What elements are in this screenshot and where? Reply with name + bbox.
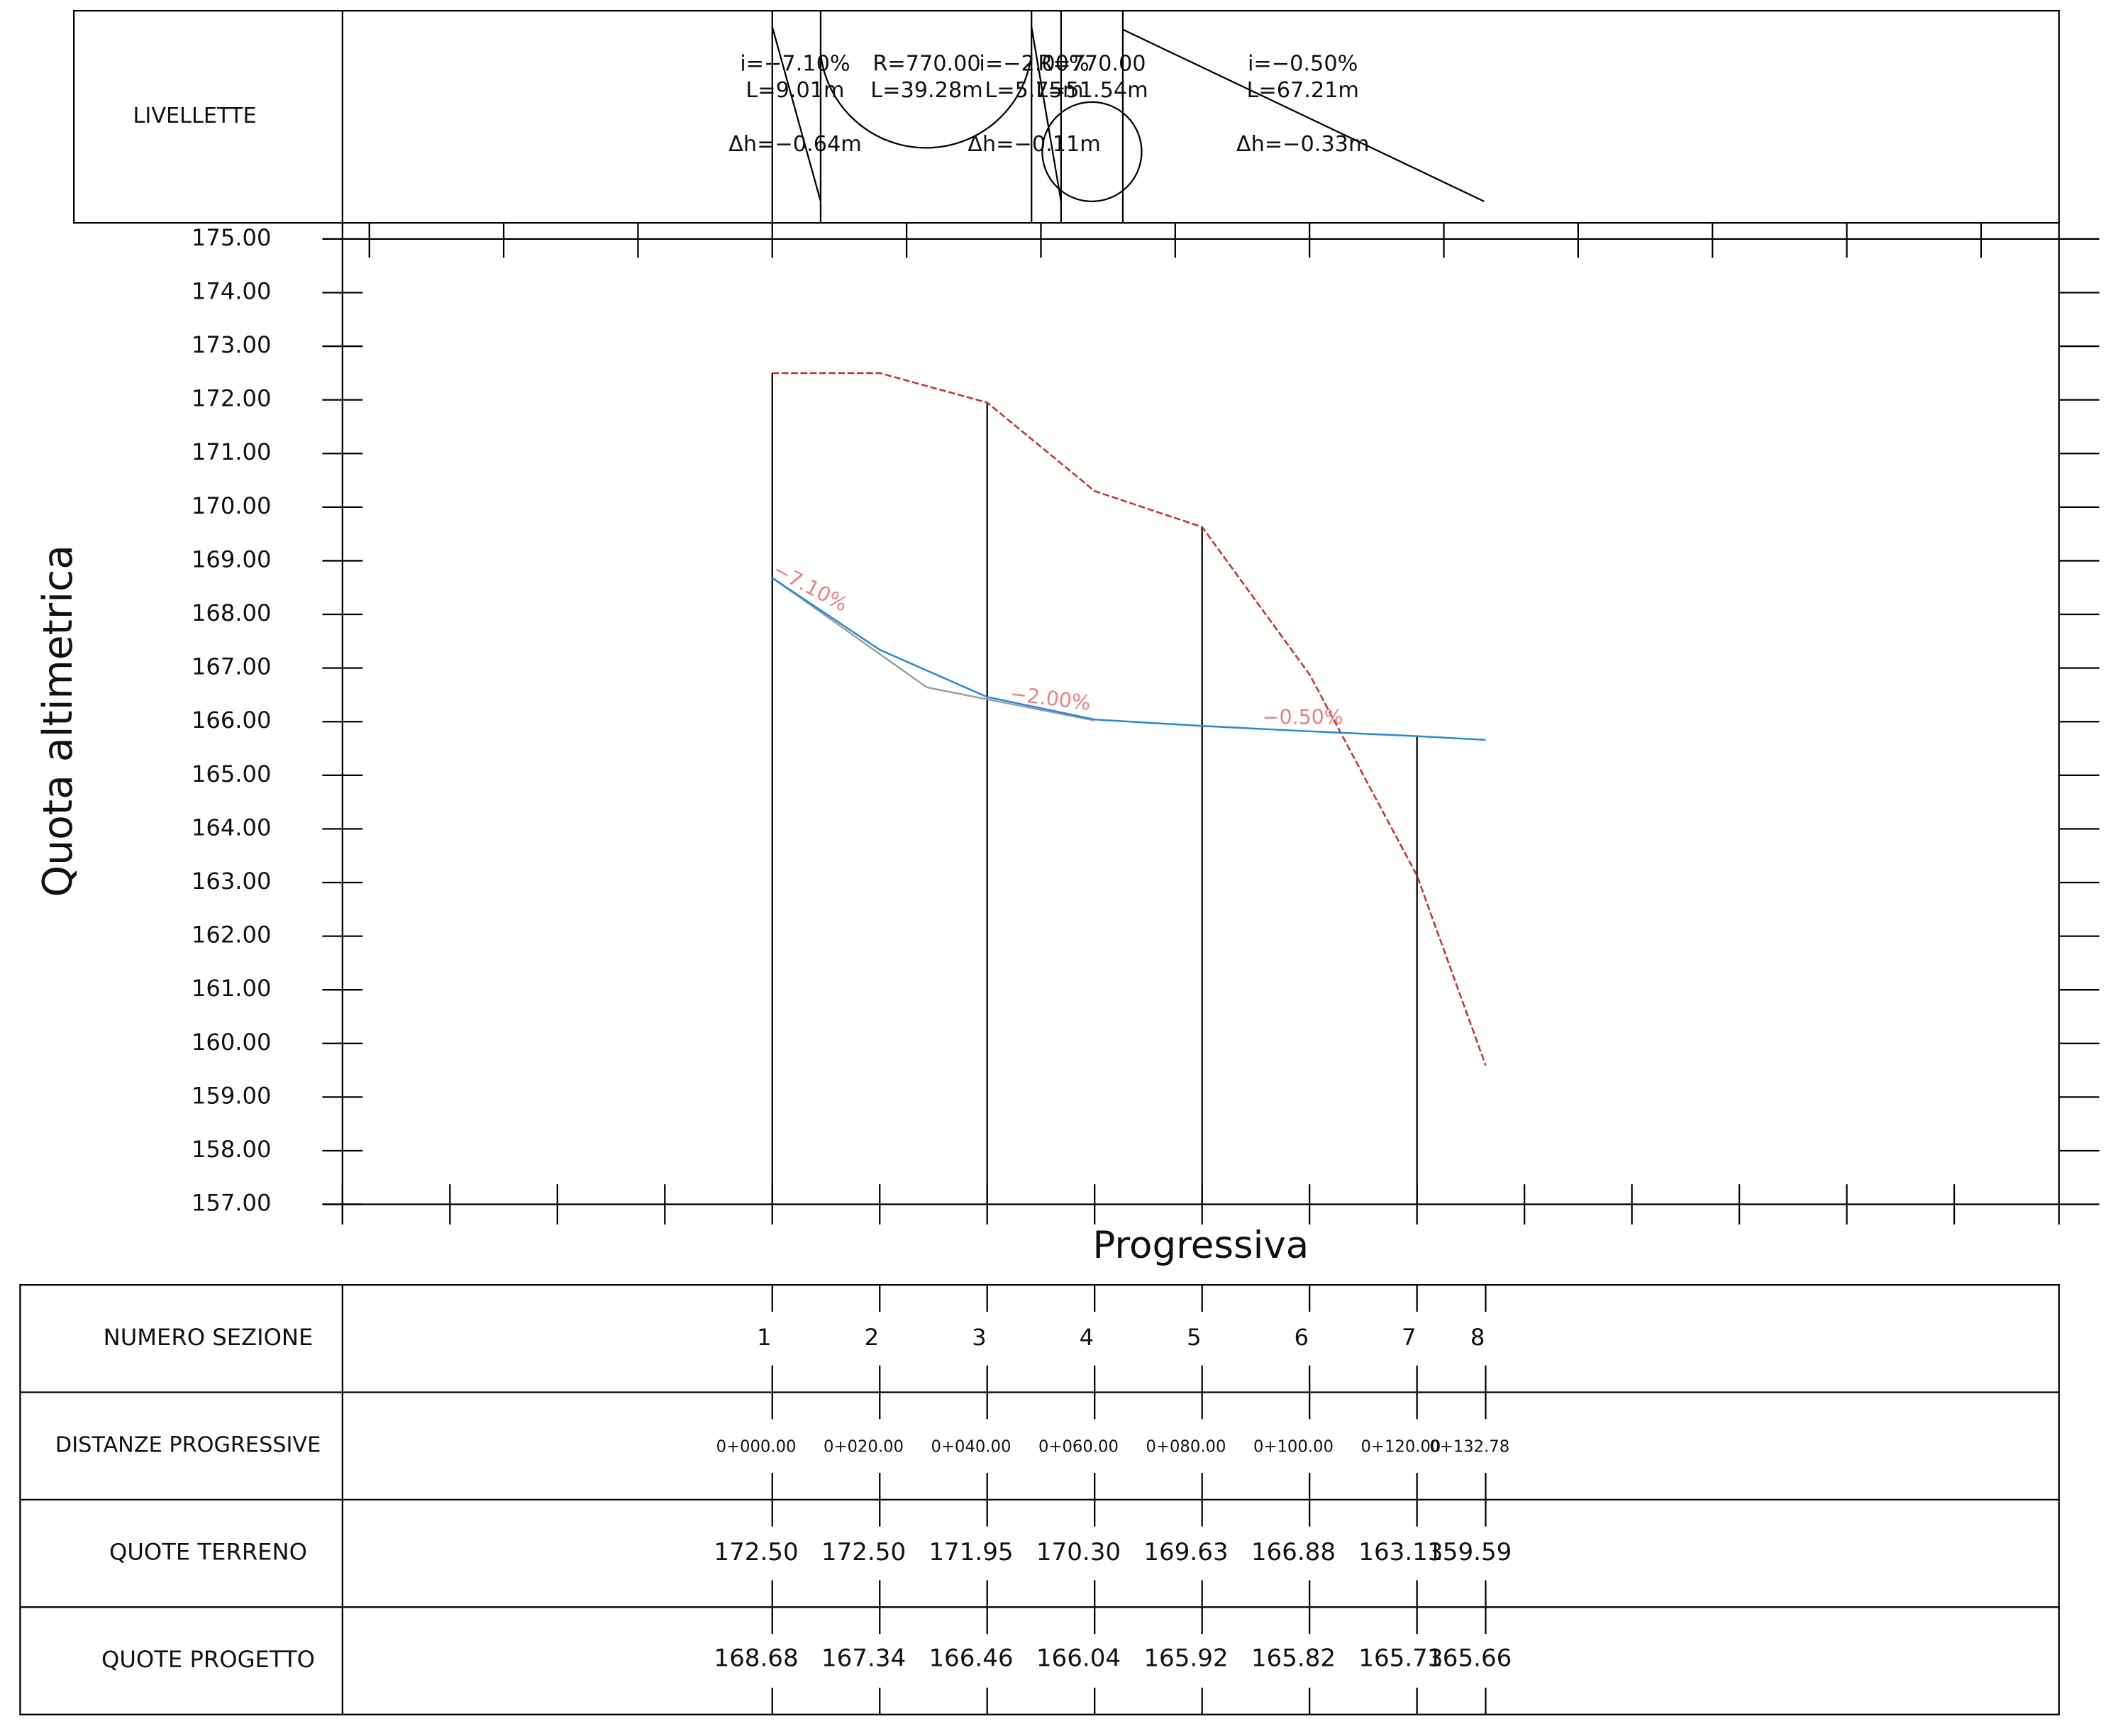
row-header: NUMERO SEZIONE (104, 1324, 314, 1351)
y-tick-label: 166.00 (192, 707, 272, 734)
livellette-title: LIVELLETTE (133, 104, 257, 128)
y-tick-label: 160.00 (192, 1029, 272, 1056)
distance-label: 0+020.00 (824, 1438, 904, 1456)
section-number: 1 (757, 1324, 771, 1351)
livellette-label: i=−7.10% (740, 51, 850, 76)
terrain-label: 166.88 (1251, 1538, 1336, 1566)
project-label: 165.92 (1143, 1644, 1228, 1673)
project-label: 165.66 (1427, 1644, 1512, 1673)
distance-label: 0+132.78 (1429, 1438, 1509, 1456)
section-number: 5 (1187, 1324, 1201, 1351)
livellette-label: R=770.00 (1038, 51, 1146, 76)
distance-label: 0+080.00 (1146, 1438, 1226, 1456)
terrain-label: 159.59 (1427, 1538, 1512, 1566)
section-number: 6 (1295, 1324, 1309, 1351)
y-tick-label: 169.00 (192, 546, 272, 573)
y-tick-label: 159.00 (192, 1082, 272, 1109)
project-label: 165.82 (1251, 1644, 1336, 1673)
row-header: QUOTE PROGETTO (101, 1646, 315, 1673)
slope-label: −7.10% (769, 558, 851, 617)
terrain-label: 169.63 (1143, 1538, 1228, 1566)
distance-label: 0+040.00 (931, 1438, 1012, 1456)
grade-line (771, 26, 822, 202)
terrain-label: 170.30 (1036, 1538, 1121, 1566)
curve-circle (1041, 101, 1143, 203)
section-number: 3 (972, 1324, 986, 1351)
terrain-label: 163.13 (1358, 1538, 1443, 1566)
livellette-geometry (771, 11, 1485, 223)
y-tick-label: 162.00 (192, 922, 272, 949)
livellette-label: L=39.28m (870, 78, 982, 103)
project-label: 167.34 (821, 1644, 906, 1673)
grade-line (1031, 26, 1062, 202)
distance-label: 0+000.00 (716, 1438, 797, 1456)
y-tick-label: 165.00 (192, 761, 272, 787)
y-tick-label: 163.00 (192, 868, 272, 895)
distance-label: 0+060.00 (1038, 1438, 1119, 1456)
y-tick-label: 170.00 (192, 492, 272, 519)
profile-line (772, 372, 1487, 1066)
y-tick-label: 175.00 (192, 224, 272, 251)
terrain-label: 171.95 (929, 1538, 1013, 1566)
livellette-label: i=−2.00% (979, 51, 1089, 76)
grade-line (1122, 28, 1485, 202)
y-tick-label: 158.00 (192, 1136, 272, 1163)
slope-label: −0.50% (1263, 705, 1343, 729)
livellette-label: i=−0.50% (1248, 51, 1358, 76)
distance-label: 0+120.00 (1360, 1438, 1441, 1456)
livellette-label: L=9.01m (746, 78, 844, 103)
row-header: DISTANZE PROGRESSIVE (55, 1433, 321, 1458)
section-number: 2 (865, 1324, 879, 1351)
project-label: 165.73 (1358, 1644, 1443, 1673)
profile-line (772, 577, 1486, 741)
livellette-label: L=67.21m (1246, 78, 1358, 103)
section-number: 8 (1470, 1324, 1485, 1351)
row-header: QUOTE TERRENO (109, 1539, 307, 1566)
project-label: 168.68 (714, 1644, 798, 1673)
terrain-label: 172.50 (714, 1538, 798, 1566)
livellette-label: R=770.00 (872, 51, 980, 76)
y-tick-label: 161.00 (192, 975, 272, 1002)
y-tick-label: 171.00 (192, 438, 272, 465)
livellette-label: L=5.75m (985, 78, 1083, 103)
y-tick-label: 157.00 (192, 1190, 272, 1217)
livellette-label: L=51.54m (1036, 78, 1148, 103)
profile-line (772, 577, 1095, 722)
slope-label: −2.00% (1009, 682, 1092, 715)
y-tick-label: 168.00 (192, 599, 272, 626)
y-axis-label: Quota altimetrica (35, 545, 82, 897)
y-tick-label: 164.00 (192, 814, 272, 841)
section-number: 7 (1402, 1324, 1416, 1351)
livellette-label: Δh=−0.33m (1236, 132, 1370, 157)
project-label: 166.46 (929, 1644, 1013, 1673)
curve-arc (819, 53, 1033, 149)
y-tick-label: 167.00 (192, 653, 272, 680)
terrain-label: 172.50 (821, 1538, 906, 1566)
project-label: 166.04 (1036, 1644, 1121, 1673)
y-tick-label: 174.00 (192, 277, 272, 304)
y-tick-label: 173.00 (192, 331, 272, 358)
distance-label: 0+100.00 (1253, 1438, 1334, 1456)
livellette-label: Δh=−0.11m (968, 132, 1101, 157)
y-tick-label: 172.00 (192, 385, 272, 412)
livellette-label: Δh=−0.64m (728, 132, 862, 157)
livellette-box (73, 10, 2060, 224)
x-axis-label: Progressiva (1092, 1224, 1309, 1267)
section-number: 4 (1080, 1324, 1094, 1351)
